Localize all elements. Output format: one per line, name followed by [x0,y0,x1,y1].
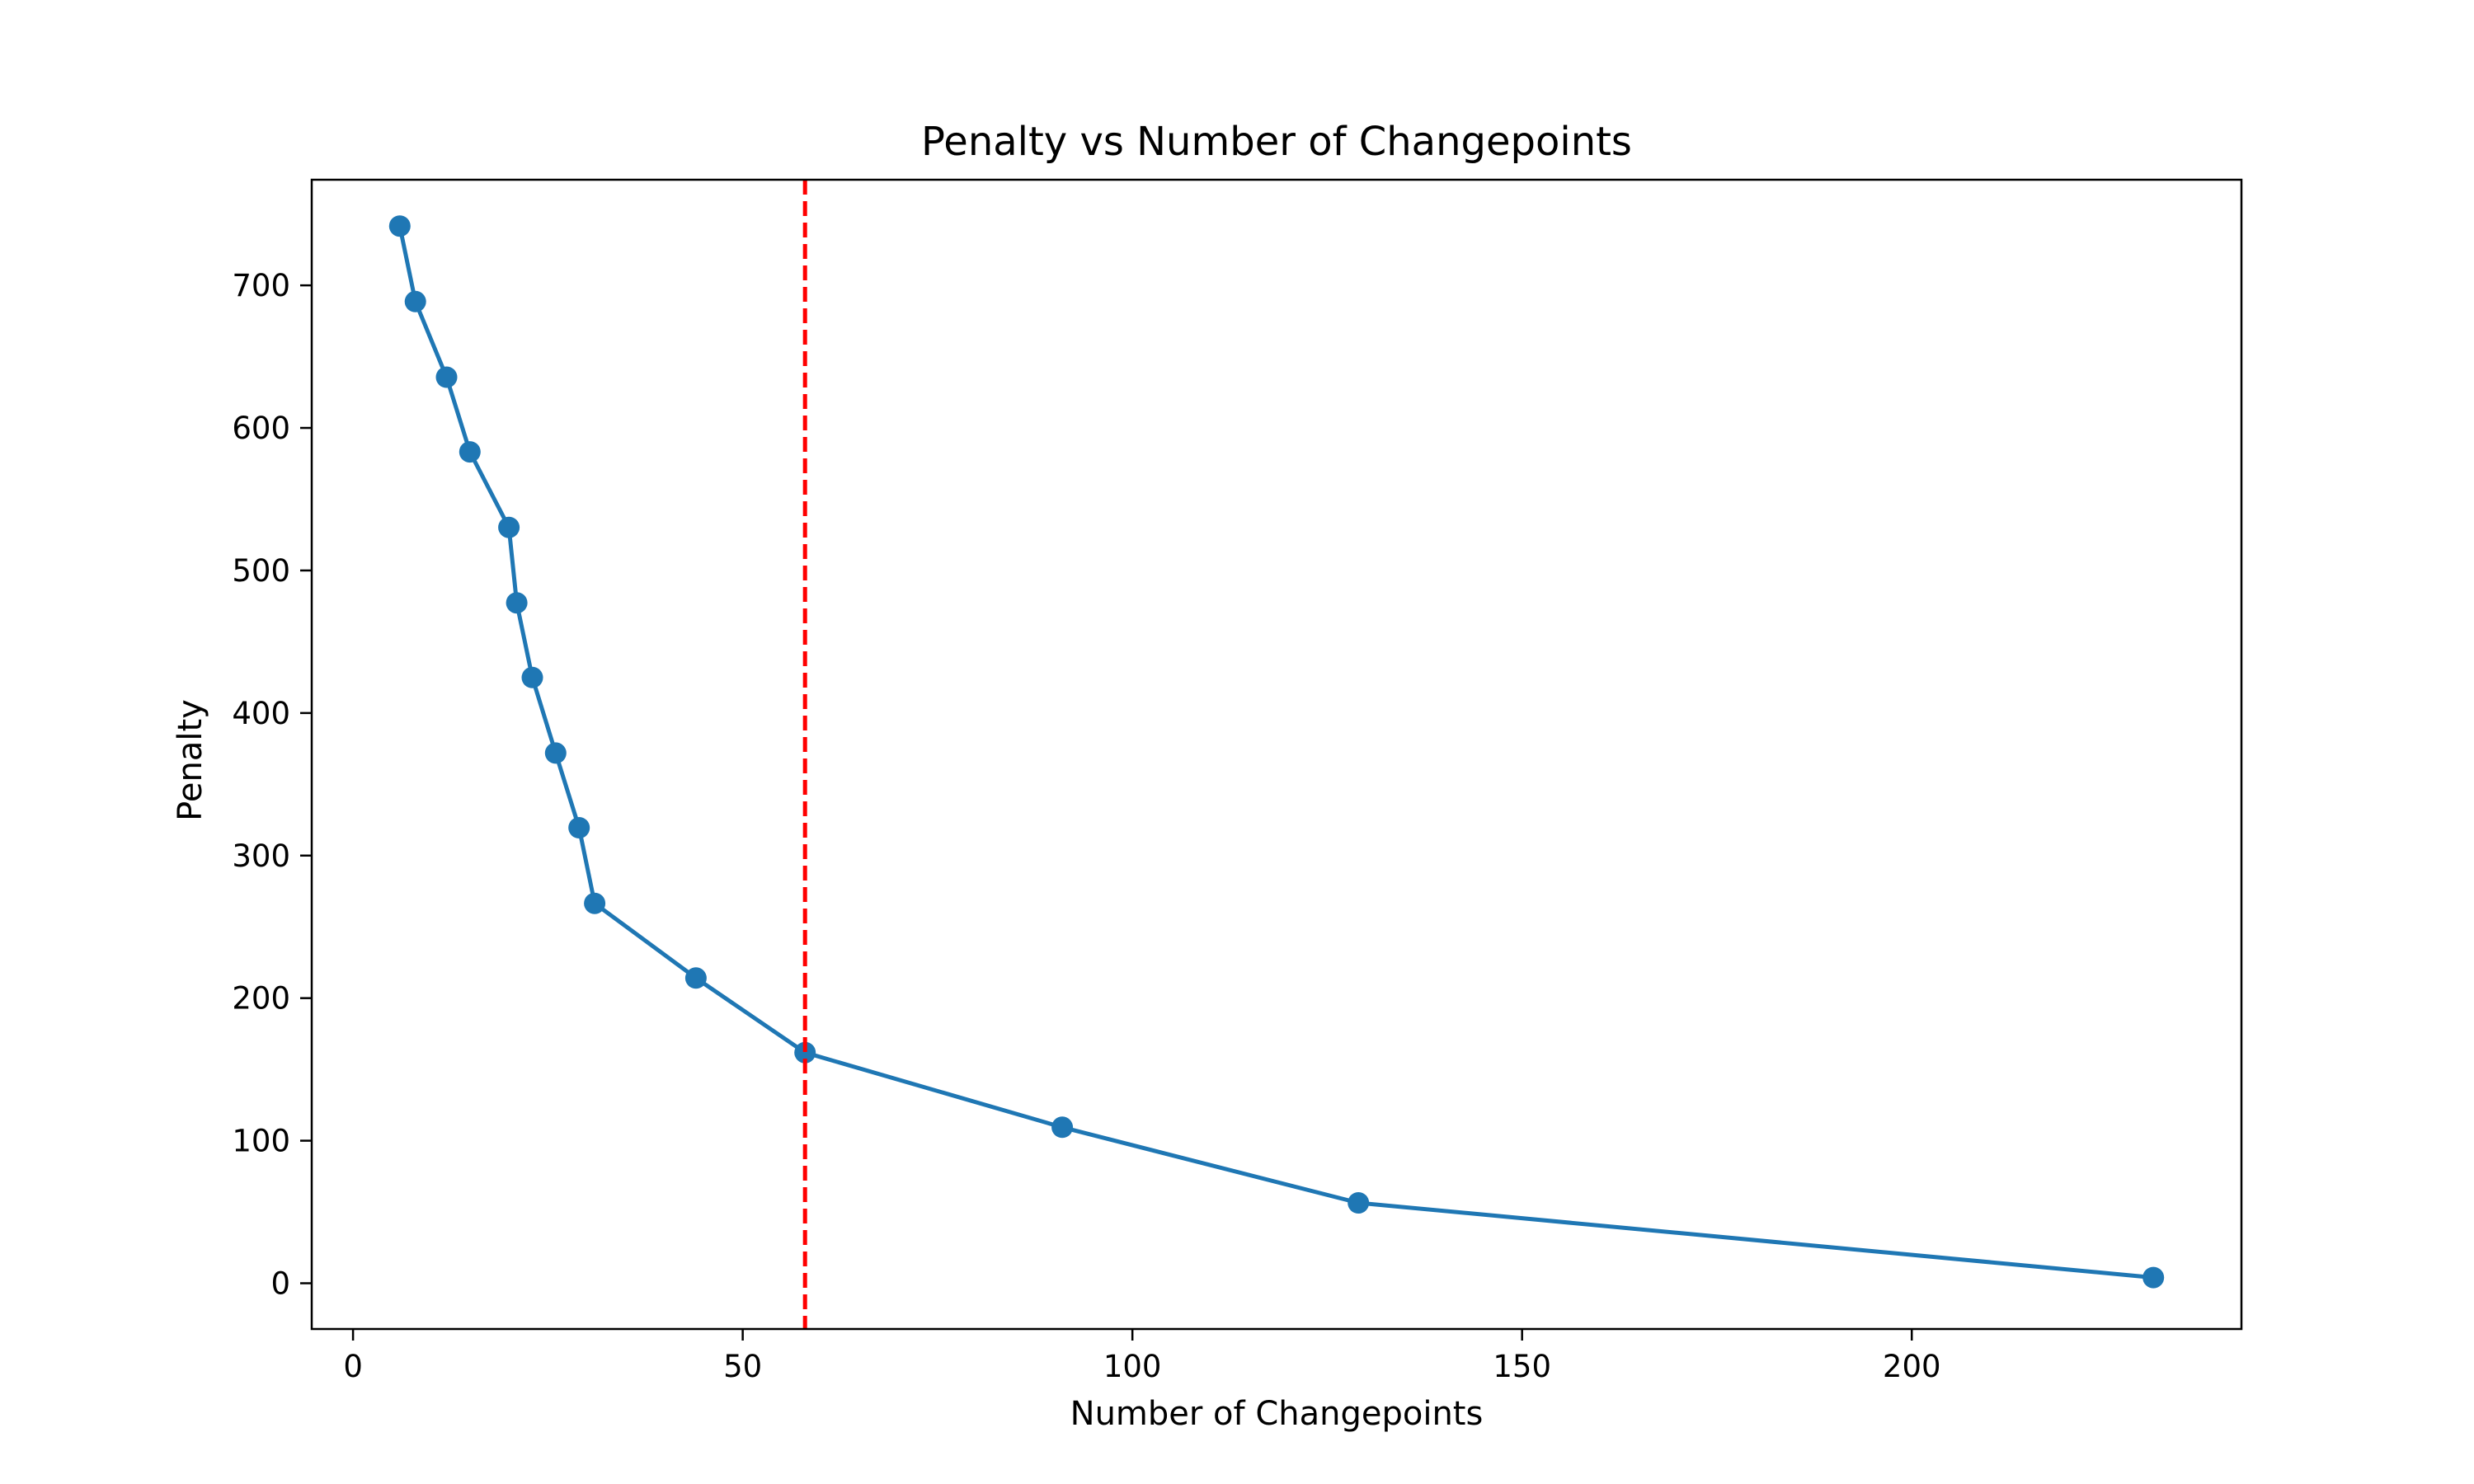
y-tick-label: 300 [232,838,290,874]
data-point [544,742,567,764]
y-tick-label: 0 [270,1266,290,1301]
data-point [1051,1116,1074,1139]
y-tick-label: 500 [232,553,290,589]
data-point [521,666,543,688]
data-point [506,592,528,614]
x-axis-label: Number of Changepoints [1070,1395,1484,1433]
y-tick-label: 100 [232,1124,290,1159]
x-tick-label: 50 [723,1349,762,1384]
x-tick-label: 0 [343,1349,363,1384]
data-point [584,892,606,914]
data-point [388,215,411,237]
y-tick-label: 400 [232,696,290,731]
y-tick-label: 700 [232,268,290,303]
data-point [1348,1192,1370,1214]
y-axis-label: Penalty [172,699,209,821]
data-point [404,290,426,312]
chart-title: Penalty vs Number of Changepoints [921,119,1632,165]
data-point [435,366,458,388]
y-tick-label: 200 [232,981,290,1017]
data-point [684,967,707,989]
axes-frame [310,178,2243,1331]
plot-content [388,180,2165,1329]
data-point [794,1041,816,1064]
data-point [568,817,590,838]
data-point [2142,1266,2165,1289]
data-point [459,441,481,463]
axes-layer: 0 50 100 150 200 0 100 200 300 400 500 600 700 [232,178,2243,1384]
x-tick-label: 200 [1883,1349,1941,1384]
x-tick-label: 100 [1103,1349,1162,1384]
data-point [498,516,520,538]
y-tick-label: 600 [232,411,290,446]
x-tick-label: 150 [1493,1349,1551,1384]
